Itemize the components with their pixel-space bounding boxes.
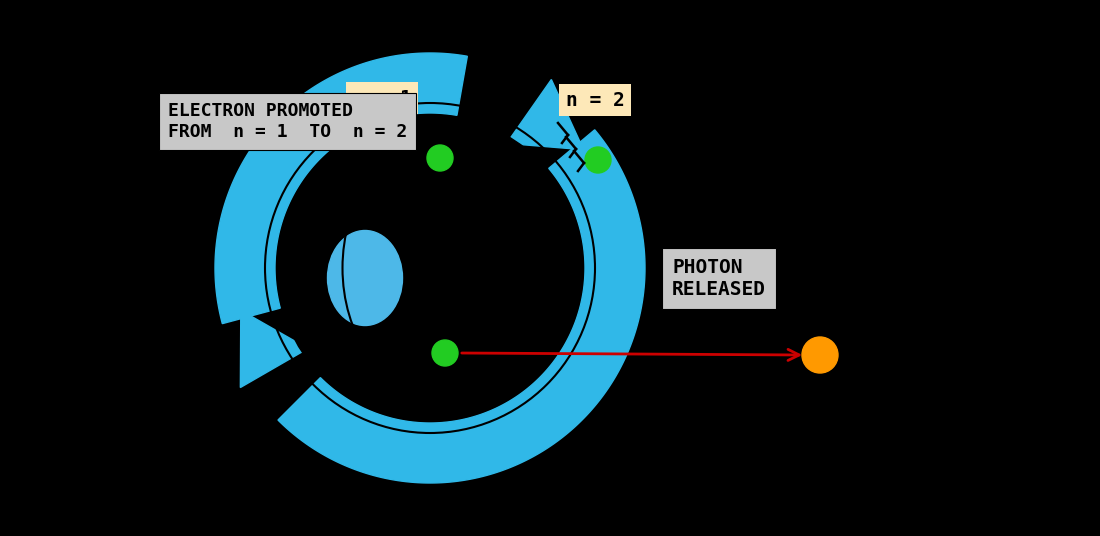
Polygon shape xyxy=(241,310,308,388)
Circle shape xyxy=(802,337,838,373)
Polygon shape xyxy=(507,79,584,150)
Text: ELECTRON PROMOTED
FROM  n = 1  TO  n = 2: ELECTRON PROMOTED FROM n = 1 TO n = 2 xyxy=(168,102,407,141)
Text: n = 1: n = 1 xyxy=(353,88,411,108)
Polygon shape xyxy=(214,53,468,324)
Circle shape xyxy=(585,147,611,173)
Text: n = 2: n = 2 xyxy=(565,91,625,109)
Polygon shape xyxy=(278,130,645,483)
Circle shape xyxy=(277,115,583,421)
Circle shape xyxy=(432,340,458,366)
Circle shape xyxy=(427,145,453,171)
Text: PHOTON
RELEASED: PHOTON RELEASED xyxy=(672,258,766,299)
Ellipse shape xyxy=(328,230,403,325)
